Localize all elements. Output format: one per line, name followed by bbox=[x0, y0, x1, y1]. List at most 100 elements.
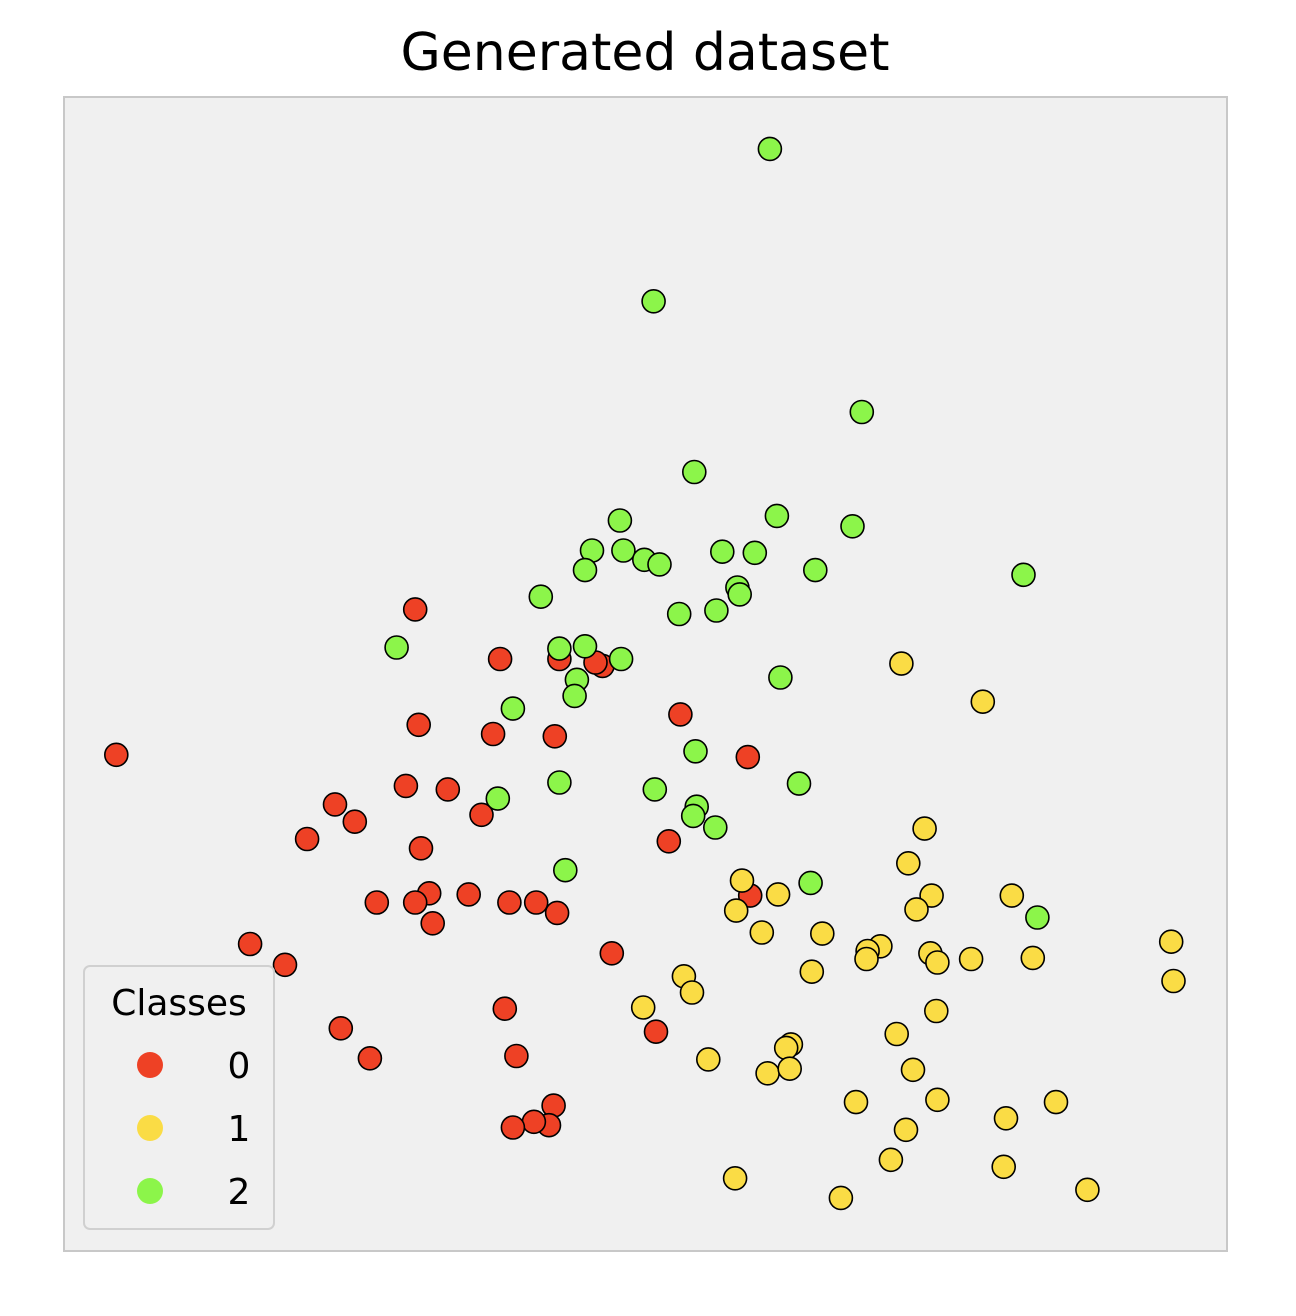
data-point-class-1 bbox=[925, 950, 950, 975]
data-point-class-2 bbox=[562, 683, 587, 709]
data-point-class-1 bbox=[878, 1147, 904, 1173]
data-point-class-0 bbox=[294, 826, 320, 852]
data-point-class-2 bbox=[704, 598, 729, 623]
data-point-class-1 bbox=[900, 1057, 926, 1083]
legend-marker-1 bbox=[137, 1115, 163, 1141]
data-point-class-2 bbox=[849, 399, 875, 425]
data-point-class-1 bbox=[854, 946, 879, 972]
data-point-class-1 bbox=[889, 651, 914, 676]
legend-label-2: 2 bbox=[228, 1172, 251, 1213]
data-point-class-2 bbox=[768, 665, 793, 690]
data-point-class-0 bbox=[328, 1016, 354, 1041]
data-point-class-0 bbox=[402, 597, 428, 622]
data-point-class-0 bbox=[599, 940, 625, 966]
data-point-class-2 bbox=[552, 857, 578, 883]
data-point-class-2 bbox=[742, 540, 768, 566]
data-point-class-0 bbox=[342, 809, 368, 835]
legend: Classes 0 1 2 bbox=[83, 965, 275, 1230]
data-point-class-2 bbox=[1025, 905, 1050, 930]
data-point-class-0 bbox=[480, 721, 506, 747]
data-point-class-1 bbox=[679, 980, 705, 1005]
data-point-class-1 bbox=[912, 816, 937, 841]
data-points bbox=[104, 136, 1186, 1211]
data-point-class-2 bbox=[485, 786, 511, 811]
data-point-class-0 bbox=[364, 890, 390, 915]
data-point-class-1 bbox=[630, 995, 656, 1020]
series-class-0 bbox=[104, 597, 763, 1140]
data-point-class-0 bbox=[104, 742, 129, 768]
data-point-class-1 bbox=[809, 921, 835, 946]
data-point-class-1 bbox=[1161, 968, 1186, 994]
data-point-class-0 bbox=[456, 882, 482, 907]
data-point-class-0 bbox=[542, 723, 568, 749]
series-class-1 bbox=[630, 651, 1186, 1211]
data-point-class-2 bbox=[681, 459, 707, 485]
data-point-class-0 bbox=[435, 777, 461, 802]
data-point-class-2 bbox=[666, 601, 692, 627]
data-point-class-2 bbox=[709, 539, 735, 565]
data-point-class-0 bbox=[272, 952, 298, 978]
data-point-class-1 bbox=[843, 1089, 869, 1115]
series-class-2 bbox=[384, 136, 1050, 930]
data-point-class-1 bbox=[925, 1087, 950, 1113]
data-point-class-1 bbox=[893, 1117, 919, 1143]
data-point-class-1 bbox=[722, 1166, 748, 1191]
data-point-class-1 bbox=[991, 1154, 1017, 1180]
data-point-class-0 bbox=[469, 802, 494, 828]
data-point-class-2 bbox=[500, 696, 526, 721]
legend-marker-0 bbox=[137, 1052, 163, 1078]
data-point-class-0 bbox=[492, 996, 518, 1022]
legend-label-0: 0 bbox=[228, 1046, 251, 1087]
data-point-class-2 bbox=[727, 582, 753, 607]
data-point-class-1 bbox=[695, 1047, 721, 1072]
legend-entries: 0 1 2 bbox=[137, 1046, 250, 1213]
data-point-class-2 bbox=[611, 538, 636, 563]
data-point-class-1 bbox=[1158, 929, 1184, 955]
legend-label-1: 1 bbox=[228, 1109, 251, 1150]
data-point-class-1 bbox=[895, 850, 921, 876]
data-point-class-0 bbox=[487, 646, 513, 672]
data-point-class-0 bbox=[521, 1109, 547, 1135]
data-point-class-1 bbox=[1020, 945, 1046, 971]
data-point-class-2 bbox=[802, 557, 828, 583]
data-point-class-2 bbox=[647, 552, 672, 577]
data-point-class-2 bbox=[547, 636, 572, 661]
data-point-class-0 bbox=[668, 702, 693, 727]
data-point-class-0 bbox=[420, 910, 446, 936]
data-point-class-1 bbox=[799, 959, 825, 985]
data-point-class-2 bbox=[572, 557, 598, 583]
data-point-class-0 bbox=[402, 890, 428, 915]
data-point-class-1 bbox=[777, 1056, 803, 1081]
data-point-class-0 bbox=[406, 712, 432, 738]
data-point-class-1 bbox=[729, 868, 755, 893]
data-point-class-0 bbox=[357, 1046, 383, 1071]
data-point-class-2 bbox=[1011, 562, 1036, 588]
data-point-class-2 bbox=[840, 513, 865, 539]
data-point-class-2 bbox=[642, 777, 668, 802]
data-point-class-1 bbox=[723, 898, 749, 923]
data-point-class-2 bbox=[786, 771, 812, 796]
data-point-class-2 bbox=[547, 770, 572, 795]
data-point-class-2 bbox=[572, 633, 598, 659]
data-point-class-1 bbox=[765, 882, 791, 907]
data-point-class-0 bbox=[735, 744, 761, 770]
data-point-class-2 bbox=[702, 815, 728, 840]
data-point-class-0 bbox=[656, 828, 682, 854]
chart-title: Generated dataset bbox=[401, 23, 890, 83]
data-point-class-0 bbox=[408, 835, 434, 861]
data-point-class-1 bbox=[919, 883, 944, 908]
data-point-class-0 bbox=[393, 773, 419, 799]
data-point-class-2 bbox=[757, 136, 783, 162]
data-point-class-2 bbox=[528, 584, 554, 610]
data-point-class-0 bbox=[643, 1019, 669, 1044]
data-point-class-1 bbox=[904, 897, 929, 922]
data-point-class-1 bbox=[755, 1061, 780, 1086]
data-point-class-2 bbox=[683, 738, 708, 764]
data-point-class-0 bbox=[322, 792, 348, 817]
data-point-class-0 bbox=[237, 931, 263, 957]
data-point-class-0 bbox=[500, 1115, 526, 1140]
data-point-class-1 bbox=[828, 1185, 854, 1211]
data-point-class-0 bbox=[497, 890, 522, 915]
data-point-class-1 bbox=[773, 1035, 799, 1061]
